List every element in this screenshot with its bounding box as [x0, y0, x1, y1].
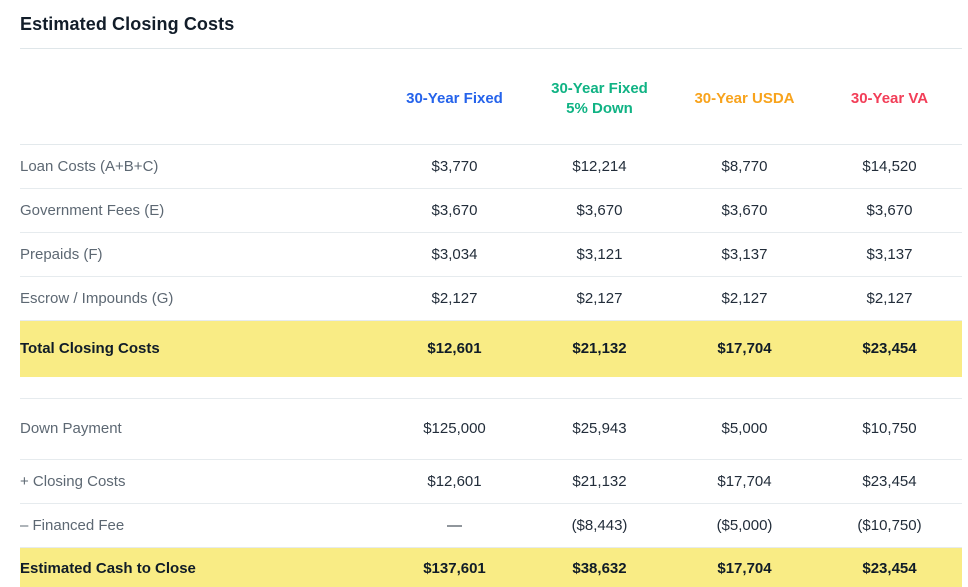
- cell-value: ($10,750): [817, 503, 962, 548]
- header-row: 30-Year Fixed 30-Year Fixed 5% Down 30-Yea…: [20, 49, 962, 145]
- cell-value: $10,750: [817, 398, 962, 460]
- table-row-prepaids-f: Prepaids (F) $3,034 $3,121 $3,137 $3,137: [20, 232, 962, 277]
- table-row-financed-fee: – Financed Fee — ($8,443) ($5,000) ($10,750): [20, 503, 962, 548]
- table-body: Loan Costs (A+B+C) $3,770 $12,214 $8,770 $14…: [20, 144, 962, 587]
- row-label: – Financed Fee: [20, 503, 382, 548]
- cell-value: $2,127: [817, 276, 962, 321]
- cell-value: $21,132: [527, 459, 672, 504]
- cell-value: $12,601: [427, 340, 482, 358]
- cell-value: $25,943: [527, 398, 672, 460]
- cell-value: $2,127: [672, 276, 817, 321]
- column-header-30-year-va: 30-Year VA: [817, 49, 962, 145]
- cell-value: $23,454: [862, 340, 917, 358]
- cell-value: $137,601: [423, 560, 486, 578]
- table-row-closing-costs: + Closing Costs $12,601 $21,132 $17,704 $23,…: [20, 459, 962, 504]
- page-title: Estimated Closing Costs: [20, 14, 235, 34]
- cell-value: $23,454: [862, 560, 917, 578]
- cell-value: $3,670: [382, 188, 527, 233]
- cell-value: $5,000: [672, 398, 817, 460]
- table-row-escrow-impounds-g: Escrow / Impounds (G) $2,127 $2,127 $2,127 $…: [20, 276, 962, 321]
- row-label: Down Payment: [20, 398, 382, 460]
- cell-value: $3,770: [382, 144, 527, 189]
- header-corner-cell: [20, 49, 382, 145]
- title-divider: [20, 48, 962, 49]
- row-label: Government Fees (E): [20, 188, 382, 233]
- cell-value: $12,214: [527, 144, 672, 189]
- cell-value: $21,132: [572, 340, 627, 358]
- column-header-30-year-fixed-5-down: 30-Year Fixed 5% Down: [527, 49, 672, 145]
- cell-value: $3,034: [382, 232, 527, 277]
- table-header: 30-Year Fixed 30-Year Fixed 5% Down 30-Yea…: [20, 49, 962, 145]
- row-label: + Closing Costs: [20, 459, 382, 504]
- cell-value: $17,704: [717, 560, 772, 578]
- cell-value: $17,704: [717, 340, 772, 358]
- estimated-cash-to-close-row: Estimated Cash to Close $137,601 $38,632 $1…: [20, 547, 962, 587]
- cell-value: —: [382, 503, 527, 548]
- closing-costs-table: 30-Year Fixed 30-Year Fixed 5% Down 30-Yea…: [20, 49, 962, 587]
- cell-value: ($8,443): [527, 503, 672, 548]
- row-label: Total Closing Costs: [20, 340, 160, 358]
- cell-value: $3,121: [527, 232, 672, 277]
- table-row-government-fees-e: Government Fees (E) $3,670 $3,670 $3,670 $3,…: [20, 188, 962, 233]
- cell-value: $12,601: [382, 459, 527, 504]
- cell-value: $3,670: [527, 188, 672, 233]
- cell-value: $3,137: [672, 232, 817, 277]
- cell-value: $2,127: [527, 276, 672, 321]
- row-label: Prepaids (F): [20, 232, 382, 277]
- cell-value: $2,127: [382, 276, 527, 321]
- table-row-loan-costs-a-b-c: Loan Costs (A+B+C) $3,770 $12,214 $8,770 $14…: [20, 144, 962, 189]
- cell-value: $3,670: [817, 188, 962, 233]
- cell-value: $3,670: [672, 188, 817, 233]
- cell-value: ($5,000): [672, 503, 817, 548]
- cell-value: $125,000: [382, 398, 527, 460]
- cell-value: $17,704: [672, 459, 817, 504]
- cell-value: $3,137: [817, 232, 962, 277]
- cell-value: $23,454: [817, 459, 962, 504]
- cell-value: $8,770: [672, 144, 817, 189]
- row-label: Loan Costs (A+B+C): [20, 144, 382, 189]
- column-header-30-year-usda: 30-Year USDA: [672, 49, 817, 145]
- section-spacer: [20, 377, 962, 399]
- cell-value: $14,520: [817, 144, 962, 189]
- column-header-30-year-fixed: 30-Year Fixed: [382, 49, 527, 145]
- row-label: Escrow / Impounds (G): [20, 276, 382, 321]
- table-row-down-payment: Down Payment $125,000 $25,943 $5,000 $10,750: [20, 398, 962, 460]
- total-closing-costs-row: Total Closing Costs $12,601 $21,132 $17,704…: [20, 320, 962, 377]
- cell-value: $38,632: [572, 560, 627, 578]
- row-label: Estimated Cash to Close: [20, 560, 196, 578]
